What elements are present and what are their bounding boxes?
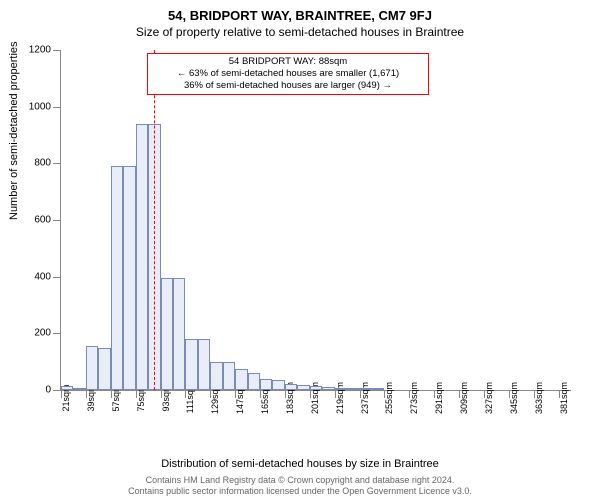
histogram-bar [86, 346, 98, 390]
x-tick-label: 309sqm [459, 382, 469, 414]
y-tick [53, 220, 61, 221]
x-tick-label: 381sqm [559, 382, 569, 414]
y-tick [53, 333, 61, 334]
y-tick [53, 390, 61, 391]
x-tick-label: 219sqm [335, 382, 345, 414]
y-tick-label: 400 [34, 271, 51, 282]
histogram-bar [260, 379, 272, 390]
y-tick-label: 800 [34, 158, 51, 169]
y-tick-label: 1000 [29, 101, 51, 112]
histogram-bar [322, 387, 334, 390]
chart-container: 54, BRIDPORT WAY, BRAINTREE, CM7 9FJ Siz… [0, 0, 600, 500]
y-tick [53, 163, 61, 164]
histogram-bar [285, 384, 297, 390]
x-tick-label: 273sqm [409, 382, 419, 414]
histogram-bar [235, 369, 247, 390]
histogram-bar [210, 362, 222, 390]
x-tick-label: 291sqm [434, 382, 444, 414]
histogram-bar [272, 380, 284, 390]
histogram-bar [198, 339, 210, 390]
x-axis-label: Distribution of semi-detached houses by … [0, 458, 600, 470]
y-tick [53, 107, 61, 108]
histogram-bar [347, 388, 359, 390]
y-tick [53, 50, 61, 51]
histogram-bar [123, 166, 135, 390]
histogram-bar [61, 386, 73, 390]
histogram-bar [360, 388, 372, 390]
histogram-bar [173, 278, 185, 390]
chart-subtitle: Size of property relative to semi-detach… [0, 23, 600, 39]
y-tick [53, 277, 61, 278]
histogram-bar [310, 386, 322, 390]
x-tick-label: 255sqm [384, 382, 394, 414]
info-box-line-2: ← 63% of semi-detached houses are smalle… [154, 68, 422, 80]
chart-title: 54, BRIDPORT WAY, BRAINTREE, CM7 9FJ [0, 0, 600, 23]
histogram-bar [98, 348, 110, 391]
footer-line-2: Contains public sector information licen… [0, 486, 600, 497]
y-tick-label: 0 [45, 385, 51, 396]
info-box: 54 BRIDPORT WAY: 88sqm← 63% of semi-deta… [147, 53, 429, 95]
histogram-bar [185, 339, 197, 390]
y-tick-label: 600 [34, 215, 51, 226]
histogram-bar [223, 362, 235, 390]
histogram-bar [73, 388, 85, 390]
histogram-bar [297, 385, 309, 390]
y-axis-label: Number of semi-detached properties [8, 41, 20, 220]
x-tick-label: 237sqm [360, 382, 370, 414]
reference-line [154, 50, 155, 390]
histogram-bar [335, 388, 347, 390]
plot-area: 02004006008001000120021sqm39sqm57sqm75sq… [60, 50, 571, 391]
x-tick-label: 363sqm [534, 382, 544, 414]
histogram-bar [372, 388, 384, 390]
histogram-bar [111, 166, 123, 390]
y-tick-label: 1200 [29, 45, 51, 56]
info-box-line-3: 36% of semi-detached houses are larger (… [154, 80, 422, 92]
x-tick-label: 345sqm [509, 382, 519, 414]
y-tick-label: 200 [34, 328, 51, 339]
footer-line-1: Contains HM Land Registry data © Crown c… [0, 475, 600, 486]
histogram-bar [161, 278, 173, 390]
chart-footer: Contains HM Land Registry data © Crown c… [0, 475, 600, 497]
info-box-line-1: 54 BRIDPORT WAY: 88sqm [154, 56, 422, 68]
x-tick-label: 327sqm [484, 382, 494, 414]
histogram-bar [248, 373, 260, 390]
histogram-bar [136, 124, 148, 390]
